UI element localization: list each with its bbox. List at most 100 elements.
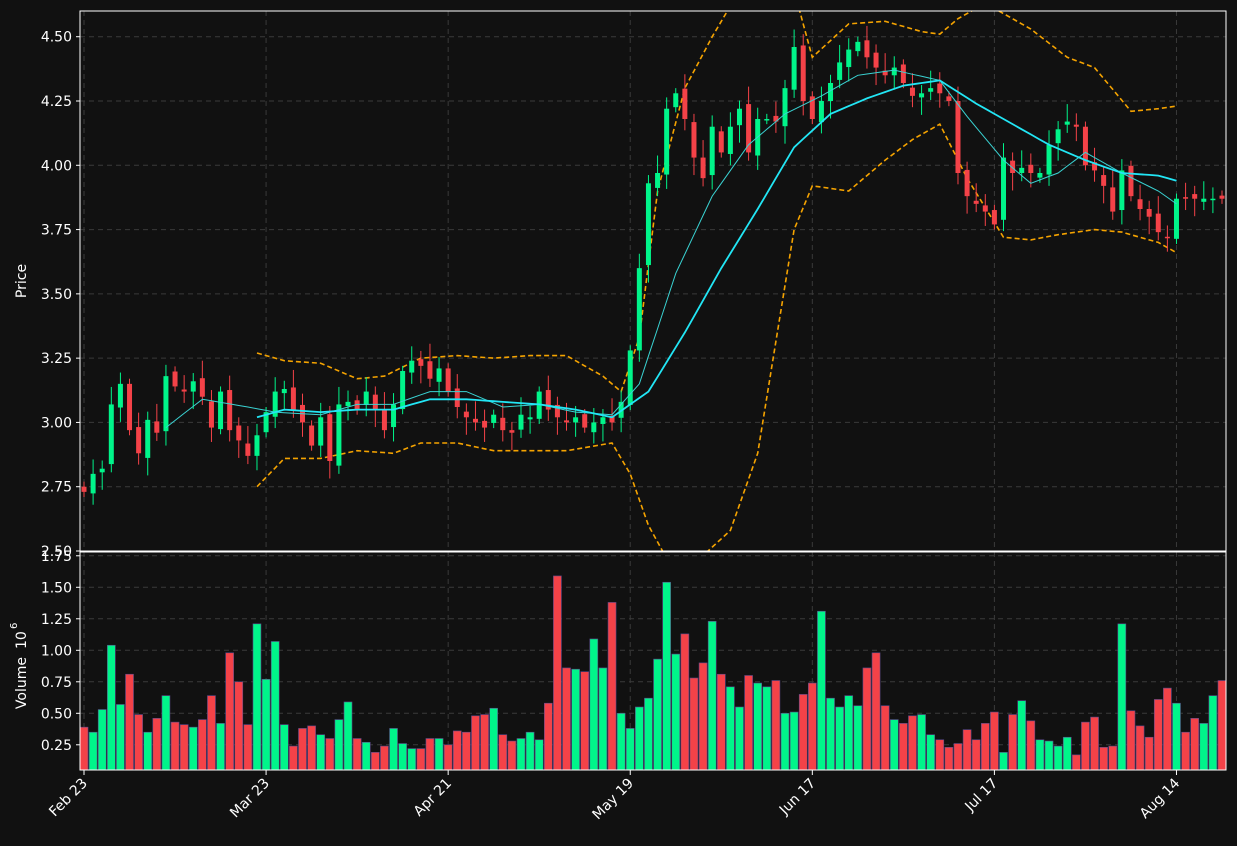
volume-bar (762, 686, 772, 770)
volume-bar (179, 724, 189, 770)
bollinger-lower-line (256, 122, 1177, 551)
volume-bar (352, 738, 362, 770)
candle-body (582, 414, 588, 428)
candle-body (982, 205, 988, 212)
candle-body (90, 473, 96, 494)
candle-body (381, 409, 387, 431)
price-tick-label: 4.50 (41, 30, 72, 46)
volume-bar (462, 731, 471, 770)
volume-bar (116, 704, 125, 770)
price-tick-label: 3.75 (41, 223, 72, 239)
candle-body (463, 411, 469, 418)
candle-body (372, 394, 378, 410)
candle-body (1037, 173, 1043, 178)
candle-body (636, 268, 642, 351)
candle-body (664, 108, 670, 175)
price-panel: 2.50 2.75 3.00 3.25 3.50 3.75 4.00 4.25 4.50 Pri… (14, 10, 1227, 560)
volume-tick-label: 0.25 (41, 738, 72, 754)
candle-body (472, 418, 478, 423)
candle-body (454, 388, 460, 407)
volume-bar (971, 739, 981, 770)
volume-bar (389, 728, 398, 770)
candle-body (800, 45, 806, 101)
volume-bar (962, 729, 972, 770)
candle-body (117, 383, 123, 408)
volume-bar (899, 723, 908, 770)
volume-bar (334, 719, 344, 770)
volume-bar (525, 731, 535, 770)
candle-body (99, 468, 105, 473)
volume-axis-exponent: 6 (9, 623, 20, 629)
volume-bar (134, 714, 143, 770)
volume-bar (88, 731, 98, 770)
candle-body (1019, 167, 1025, 173)
volume-bar (1163, 687, 1172, 770)
candle-body (700, 157, 706, 179)
candle-body (609, 415, 615, 423)
volume-tick-label: 1.25 (41, 612, 72, 628)
candle-body (809, 96, 815, 119)
volume-bar (753, 682, 763, 770)
volume-bar (443, 744, 453, 770)
candle-body (782, 88, 788, 127)
volume-bar (188, 726, 198, 770)
candle-body (573, 417, 579, 423)
volume-bar (944, 747, 954, 770)
volume-bar (1181, 731, 1190, 770)
volume-tick-label: 0.50 (41, 706, 72, 722)
candle-body (818, 101, 824, 123)
candle-body (418, 359, 424, 366)
volume-bar (261, 678, 271, 770)
candle-body (1073, 124, 1079, 127)
candle-body (1137, 199, 1143, 209)
candle-body (791, 47, 797, 90)
candle-body (281, 389, 287, 394)
candle-body (873, 52, 879, 68)
candle-body (1164, 236, 1170, 239)
volume-bar (371, 752, 380, 770)
volume-bar (789, 711, 799, 770)
candle-body (937, 83, 943, 94)
candle-body (591, 422, 597, 433)
volume-tick-label: 1.75 (41, 549, 72, 565)
volume-bar (571, 668, 580, 770)
candlesticks (81, 25, 1225, 505)
volume-bar (416, 748, 426, 770)
price-gridlines (80, 11, 1226, 552)
volume-bar (862, 667, 872, 770)
candle-body (1055, 129, 1061, 144)
volume-bar (1090, 716, 1099, 770)
volume-bar (780, 712, 790, 770)
volume-bar (498, 734, 508, 770)
candle-body (1155, 213, 1161, 233)
candle-body (882, 70, 888, 76)
volume-bar (225, 652, 234, 770)
volume-bar (1062, 736, 1072, 770)
volume-bar (1017, 700, 1027, 770)
candle-body (764, 119, 770, 121)
candle-body (163, 376, 169, 432)
candle-body (718, 131, 724, 153)
volume-bar (853, 705, 863, 770)
candle-body (837, 62, 843, 80)
volume-bar (398, 743, 407, 770)
candle-body (955, 101, 961, 173)
volume-bar (316, 734, 326, 770)
volume-bar (125, 673, 134, 770)
volume-bar (198, 719, 207, 770)
volume-bar (1144, 736, 1154, 770)
volume-bar (1172, 702, 1181, 770)
price-panel-frame (79, 10, 1227, 552)
candle-body (691, 122, 697, 158)
price-tick-label: 2.75 (41, 480, 72, 496)
volume-bar (662, 581, 671, 770)
volume-bar (908, 715, 917, 770)
candle-body (1119, 170, 1125, 211)
volume-bar (152, 718, 162, 770)
candle-body (900, 64, 906, 83)
volume-axis-label: Volume (14, 657, 30, 709)
moving-averages (165, 69, 1177, 428)
volume-bar (1126, 710, 1136, 770)
